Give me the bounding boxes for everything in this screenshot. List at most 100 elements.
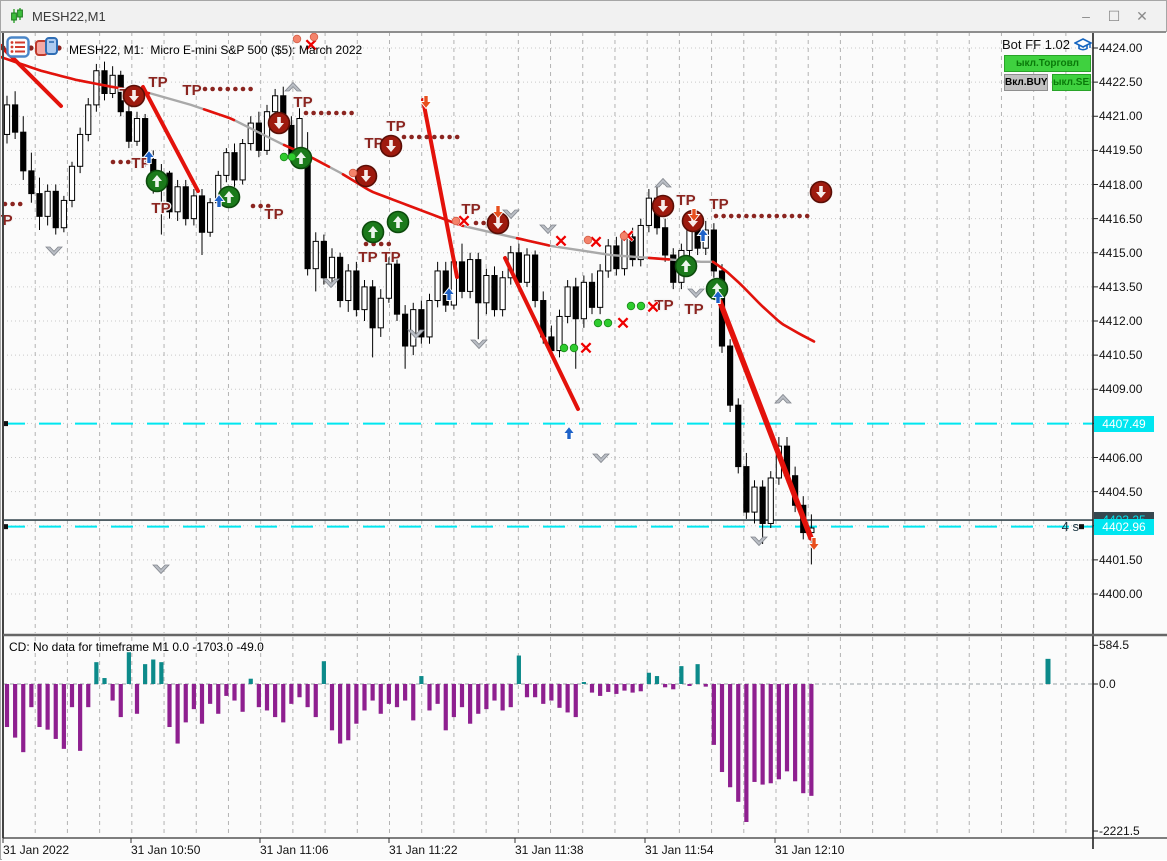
candle-body (377, 297, 384, 329)
candle-body (629, 236, 636, 261)
tp-dot (217, 86, 223, 92)
candle-body (239, 143, 246, 181)
hist-bar (533, 684, 538, 698)
tp-dot (202, 86, 208, 92)
candle-body (483, 275, 490, 304)
hist-bar (102, 678, 107, 684)
bot-name-label: Bot FF 1.02 (1002, 37, 1070, 52)
chevron-down-icon (45, 246, 63, 257)
candle-body (133, 118, 141, 142)
hist-bar (435, 684, 440, 704)
hist-bar (736, 684, 741, 802)
chevron-up-icon-glyph (774, 393, 792, 404)
candle-body (735, 404, 742, 468)
tp-dot (250, 203, 256, 209)
hist-bar (589, 684, 595, 693)
tp-dot (225, 86, 231, 92)
toggle-sell-button[interactable]: ыкл.SEL (1052, 74, 1091, 91)
toggle-buy-button[interactable]: Вкл.BUY (1004, 74, 1048, 91)
hist-bar (94, 662, 99, 684)
minimize-button[interactable]: – (1082, 7, 1090, 24)
hist-bar (370, 684, 375, 701)
candle-body (28, 170, 35, 195)
hist-bar (508, 684, 513, 708)
sell-circle-icon-arrow (129, 90, 139, 102)
candle-body (304, 152, 311, 270)
tp-label: TP (293, 94, 312, 111)
candle-body (523, 254, 531, 283)
hist-bar (801, 684, 806, 794)
candle-body (759, 486, 766, 524)
hist-bar (151, 659, 156, 684)
blue-up-arrow-glyph (562, 425, 576, 440)
hist-bar (134, 684, 140, 714)
candle-body (125, 111, 132, 142)
sell-circle-icon-arrow (816, 186, 826, 198)
list-panel-icon[interactable] (6, 36, 30, 63)
close-button[interactable]: ✕ (1136, 7, 1148, 24)
hist-bar (793, 684, 798, 782)
sell-circle-icon (379, 134, 403, 158)
tp-label: TP (654, 297, 673, 314)
candle-body (597, 270, 604, 308)
hist-bar (719, 684, 725, 773)
sell-circle-icon-arrow (386, 140, 396, 152)
trade-history-icon[interactable] (34, 36, 60, 63)
candle-body (605, 245, 612, 272)
hist-bar (281, 684, 286, 723)
tp-dot (303, 110, 309, 116)
candle-body (475, 259, 482, 304)
candle-body (345, 270, 352, 302)
candle-body (174, 186, 181, 213)
trade-line (421, 98, 459, 279)
chevron-down-icon-glyph (539, 224, 557, 235)
hist-bar (451, 684, 456, 718)
hist-bar (248, 678, 253, 684)
hist-bar (110, 684, 115, 701)
hist-bar (557, 684, 562, 708)
chevron-down-icon-glyph (750, 536, 768, 547)
hist-bar (394, 684, 400, 708)
candle-body (77, 133, 84, 167)
hist-bar (646, 672, 651, 684)
hist-bar (606, 684, 611, 692)
chevron-down-icon (502, 209, 520, 220)
hist-bar (443, 684, 448, 731)
blue-up-arrow-glyph (711, 289, 725, 304)
sell-circle-icon-arrow (274, 117, 284, 129)
orange-down-arrow-glyph (491, 205, 505, 220)
tp-dot (258, 203, 263, 209)
tp-dot (774, 213, 780, 219)
candle-body (458, 261, 466, 292)
candle-body (767, 477, 774, 524)
candle-body (142, 118, 149, 160)
maximize-button[interactable]: ☐ (1107, 7, 1121, 24)
blue-up-arrow (142, 149, 156, 164)
line-anchor (3, 421, 8, 427)
candle-body (231, 152, 238, 181)
hist-bar (403, 684, 408, 701)
candle-body (52, 190, 59, 229)
tp-dot (713, 213, 719, 219)
candle-body (556, 315, 563, 352)
tp-dot (341, 110, 347, 116)
tp-dot (782, 213, 787, 219)
candle-body (385, 263, 392, 299)
hist-bar (273, 684, 278, 718)
orange-dot (292, 34, 302, 44)
hist-bar (183, 684, 188, 723)
hist-bar (524, 684, 530, 698)
candle-body (727, 345, 734, 406)
hist-bar (21, 684, 26, 753)
candle-body (515, 252, 522, 283)
sell-circle-icon-arrow (361, 170, 371, 182)
hist-bar (297, 684, 302, 698)
hist-bar (630, 684, 635, 693)
candle-body (109, 74, 116, 95)
hist-bar (492, 684, 497, 701)
hist-bar (37, 684, 42, 728)
toggle-trading-button[interactable]: ыкл.Торговл (1004, 55, 1091, 72)
hist-bar (378, 684, 383, 714)
tp-label: TP (148, 74, 167, 91)
buy-circle-icon-arrow (681, 260, 691, 272)
